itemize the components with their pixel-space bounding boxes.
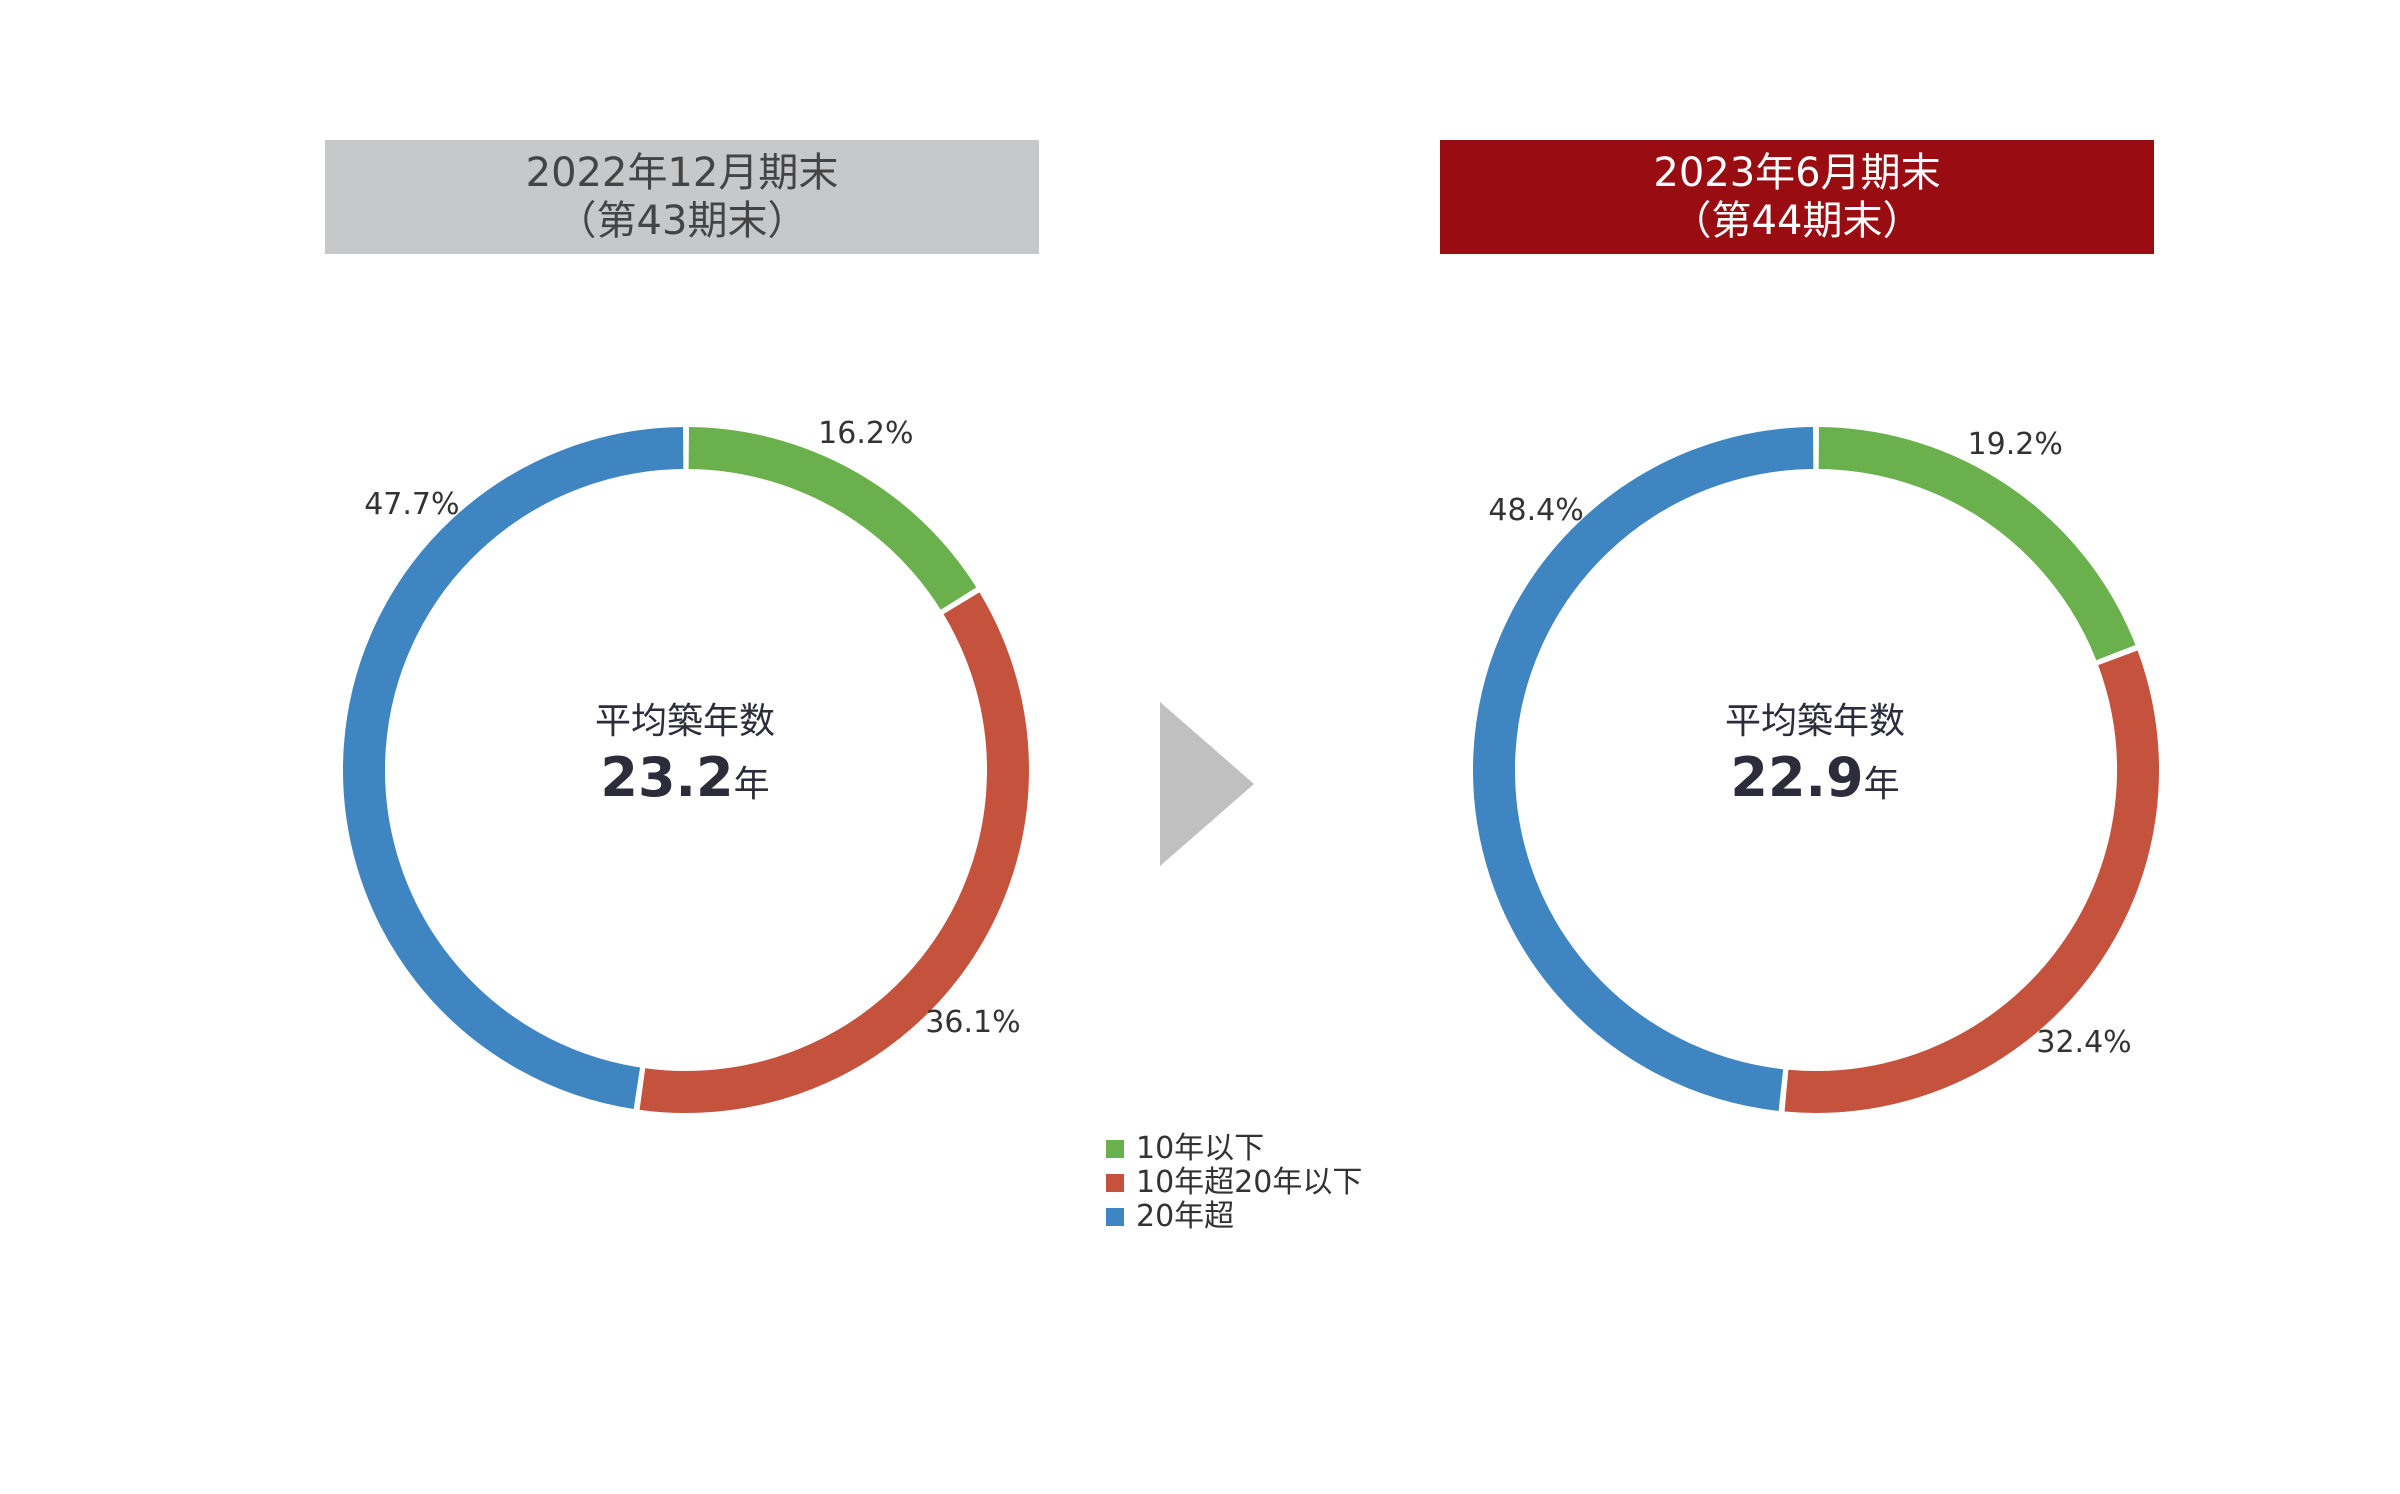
legend-item: 20年超 [1106,1200,1362,1234]
period-header-prev-subtitle: （第43期末） [556,198,808,244]
data-label-current-0: 19.2% [1968,427,2063,462]
donut-segment-current-0 [1818,427,2136,661]
legend-label: 20年超 [1136,1199,1235,1234]
donut-segment-prev-2 [342,427,684,1109]
data-label-prev-0: 16.2% [818,416,913,451]
period-header-current-title: 2023年6月期末 [1653,150,1941,196]
center-caption-prev: 平均築年数 [594,701,775,742]
center-value-line-prev: 23.2年 [485,746,885,809]
donut-segment-current-1 [1784,650,2159,1113]
donut-segment-prev-0 [688,427,977,610]
legend-item: 10年超20年以下 [1106,1166,1362,1200]
data-label-prev-2: 47.7% [364,487,459,522]
period-header-current: 2023年6月期末 （第44期末） [1440,140,2154,254]
legend-label: 10年以下 [1136,1131,1265,1166]
triangle-right-icon [1160,702,1254,866]
data-label-current-1: 32.4% [2036,1025,2131,1060]
legend-swatch [1106,1208,1124,1226]
center-caption-current: 平均築年数 [1724,701,1905,742]
center-unit-current: 年 [1863,764,1900,805]
period-header-current-subtitle: （第44期末） [1671,198,1923,244]
data-label-current-2: 48.4% [1488,493,1583,528]
data-label-prev-1: 36.1% [925,1005,1020,1040]
center-block-prev: 平均築年数 23.2年 [485,700,885,809]
period-header-prev-title: 2022年12月期末 [525,150,839,196]
legend-swatch [1106,1140,1124,1158]
center-unit-prev: 年 [733,764,770,805]
center-value-line-current: 22.9年 [1615,746,2015,809]
center-value-prev: 23.2 [600,746,734,809]
legend-swatch [1106,1174,1124,1192]
legend-label: 10年超20年以下 [1136,1165,1363,1200]
period-header-prev: 2022年12月期末 （第43期末） [325,140,1039,254]
legend-item: 10年以下 [1106,1132,1362,1166]
center-block-current: 平均築年数 22.9年 [1615,700,2015,809]
donut-segment-current-2 [1473,427,1814,1111]
donut-segment-prev-1 [639,592,1029,1113]
center-value-current: 22.9 [1730,746,1864,809]
legend: 10年以下 10年超20年以下 20年超 [1106,1132,1362,1234]
